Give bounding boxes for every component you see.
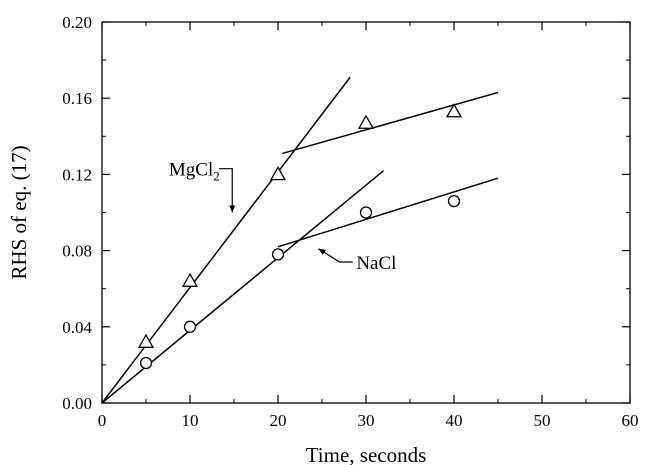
x-tick-label: 0 [98, 411, 107, 430]
y-tick-label: 0.12 [62, 165, 92, 184]
triangle-marker [181, 272, 199, 287]
axis-ticks: 0 10 20 30 40 50 60 0.00 0.04 0.08 0.12 0.16 0.20 [62, 13, 638, 430]
series-label-mgcl2: MgCl2 [169, 160, 220, 184]
annotation-arrow-mgcl2 [219, 168, 236, 213]
fit-line-nacl [277, 177, 499, 248]
fit-line-mgcl2 [101, 76, 351, 404]
annotation-arrow-nacl [318, 248, 353, 263]
x-tick-label: 20 [270, 411, 287, 430]
x-axis-label: Time, seconds [306, 443, 427, 465]
circle-marker [447, 194, 461, 208]
triangle-marker [357, 114, 375, 129]
triangle-marker [269, 166, 287, 181]
annotations: MgCl2 NaCl [169, 160, 397, 274]
data-points [137, 103, 463, 370]
circle-marker [183, 320, 197, 333]
circle-marker [139, 356, 153, 370]
x-tick-label: 60 [622, 411, 639, 430]
y-tick-label: 0.04 [62, 318, 92, 337]
circle-marker [359, 206, 373, 219]
fit-line-mgcl2 [282, 91, 499, 155]
x-tick-label: 40 [446, 411, 463, 430]
x-tick-label: 50 [534, 411, 551, 430]
fit-lines [101, 76, 499, 404]
y-tick-label: 0.00 [62, 394, 92, 413]
y-axis-label: RHS of eq. (17) [7, 145, 31, 279]
y-tick-label: 0.08 [62, 242, 92, 261]
x-tick-label: 10 [182, 411, 199, 430]
x-tick-label: 30 [358, 411, 375, 430]
y-tick-label: 0.16 [62, 89, 92, 108]
y-tick-label: 0.20 [62, 13, 92, 32]
series-label-nacl: NaCl [356, 253, 396, 274]
triangle-marker [445, 103, 463, 118]
circle-marker [271, 248, 285, 261]
triangle-marker [137, 333, 155, 348]
